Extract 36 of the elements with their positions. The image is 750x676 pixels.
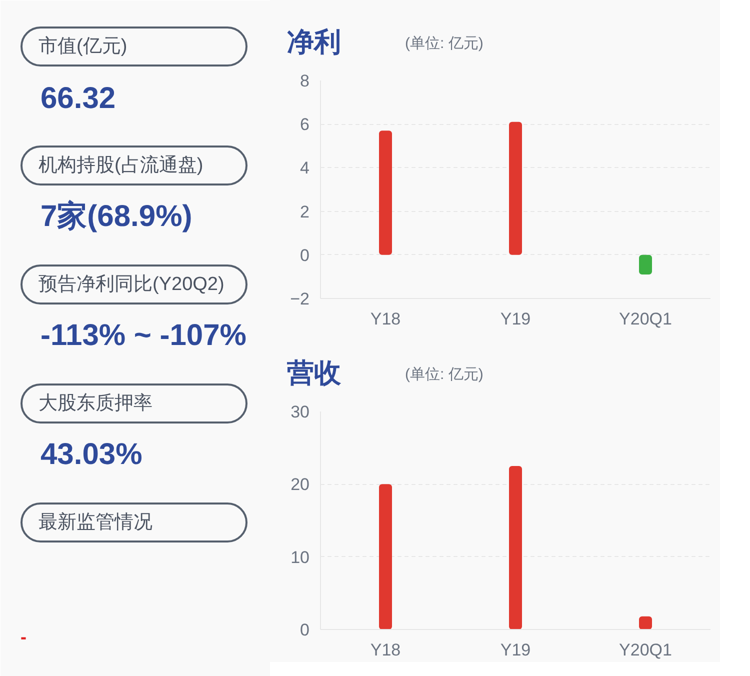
bar [509,122,522,255]
y-tick-label: 0 [300,620,310,640]
text: - [20,627,26,647]
bar [379,130,392,255]
x-tick-label: Y19 [500,310,531,328]
chart-title: 营收 [287,357,341,390]
text: 机构持股(占流通盘) [38,154,204,176]
y-tick-label: 4 [300,158,310,178]
chart-subtitle: (单位: 亿元) [405,365,484,385]
text: 最新监管情况 [38,511,152,533]
y-tick-label: −2 [290,290,310,308]
chart-subtitle: (单位: 亿元) [405,34,484,54]
text: 大股东质押率 [38,392,152,414]
text: -113% ~ -107% [40,319,246,352]
y-tick-label: 2 [300,202,310,222]
bar [379,484,392,630]
text: 66.32 [40,82,116,115]
y-tick-label: 6 [300,115,310,134]
y-tick-label: 20 [290,475,310,494]
x-tick-label: Y18 [370,640,401,660]
text: 市值(亿元) [38,35,128,57]
bar [639,616,652,630]
x-tick-label: Y19 [500,640,531,660]
y-tick-label: 8 [300,72,310,90]
x-tick-label: Y20Q1 [619,310,672,328]
bar [639,254,652,275]
text: 43.03% [40,438,142,471]
y-tick-label: 30 [290,402,310,422]
x-tick-label: Y20Q1 [619,640,672,660]
y-tick-label: 10 [290,548,310,567]
chart-title: 净利 [287,26,341,59]
bar [509,466,522,630]
y-tick-label: 0 [300,246,310,265]
text: 7家(68.9%) [40,199,192,233]
text: 预告净利同比(Y20Q2) [38,274,224,295]
x-tick-label: Y18 [370,310,401,328]
